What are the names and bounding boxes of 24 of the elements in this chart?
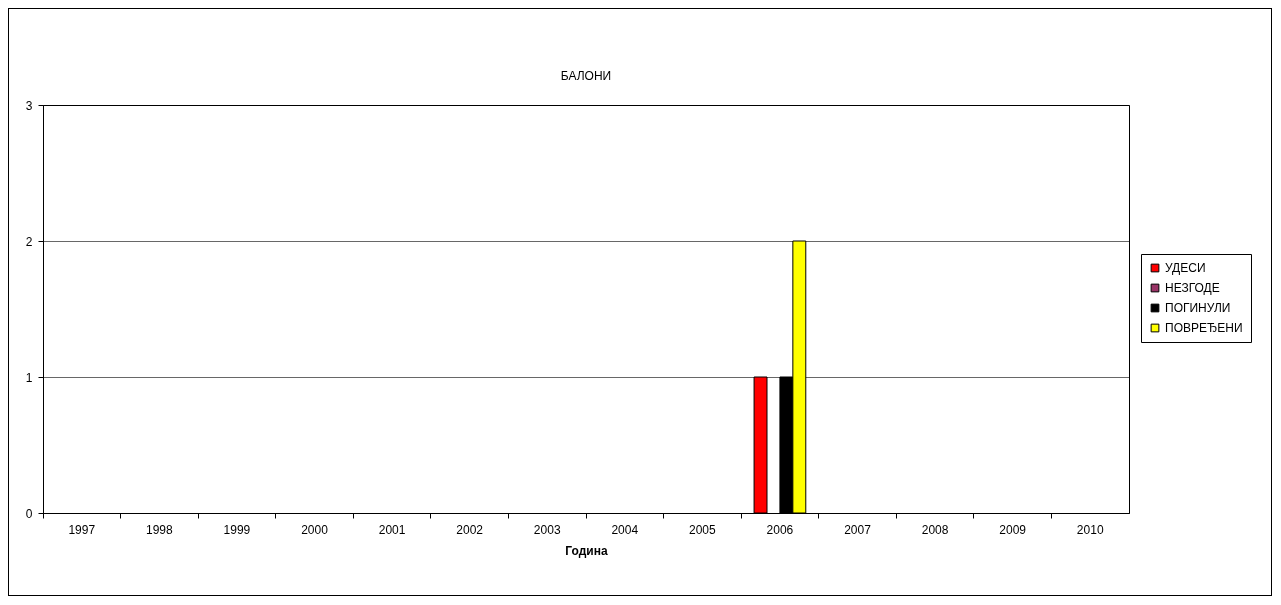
x-tick-label: 1997 [68,522,96,537]
x-tick-label: 1999 [223,522,251,537]
legend-label: ПОГИНУЛИ [1165,301,1231,315]
x-tick-label: 2004 [611,522,639,537]
y-tick-label: 1 [25,370,33,385]
y-tick-label: 3 [25,98,33,113]
legend-label: НЕЗГОДЕ [1165,281,1220,295]
x-tick-label: 2002 [456,522,484,537]
chart-title: БАЛОНИ [560,69,612,83]
x-tick-label: 2009 [999,522,1027,537]
x-tick-label: 2003 [533,522,561,537]
x-tick-label: 2005 [689,522,717,537]
x-tick-label: 2010 [1076,522,1104,537]
legend-label: ПОВРЕЂЕНИ [1165,321,1243,335]
x-tick-label: 1998 [146,522,174,537]
y-tick-label: 0 [25,506,33,521]
x-tick-label: 2007 [844,522,872,537]
x-tick-label: 2000 [301,522,329,537]
x-axis-title: Година [565,543,608,558]
x-tick-label: 2001 [378,522,406,537]
legend-label: УДЕСИ [1165,261,1206,275]
y-tick-label: 2 [25,234,33,249]
x-tick-label: 2006 [766,522,794,537]
x-tick-label: 2008 [921,522,949,537]
